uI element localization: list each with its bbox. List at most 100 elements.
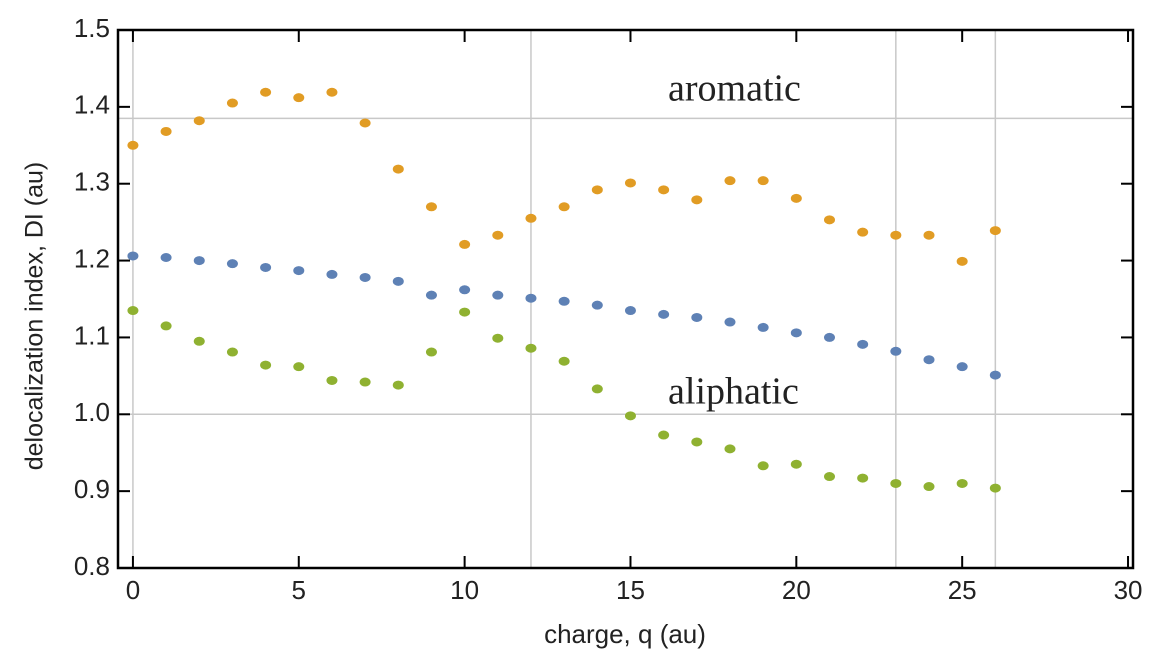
data-point <box>956 478 968 488</box>
data-point <box>823 472 835 482</box>
data-point <box>326 87 338 97</box>
data-point <box>558 296 570 306</box>
data-point <box>658 309 670 319</box>
data-point <box>525 213 537 223</box>
data-point <box>691 437 703 447</box>
data-point <box>724 176 736 186</box>
data-point <box>260 360 272 370</box>
data-point <box>226 259 238 269</box>
data-point <box>326 375 338 385</box>
data-point <box>459 307 471 317</box>
data-point <box>193 256 205 266</box>
data-point <box>193 336 205 346</box>
y-tick-label: 1.5 <box>74 13 110 43</box>
y-tick-label: 0.9 <box>74 474 110 504</box>
data-point <box>459 239 471 249</box>
data-point <box>260 262 272 272</box>
annotation: aromatic <box>668 68 801 110</box>
data-point <box>193 116 205 126</box>
y-tick-label: 1.3 <box>74 167 110 197</box>
data-point <box>226 347 238 357</box>
data-point <box>359 272 371 282</box>
y-tick-label: 1.1 <box>74 320 110 350</box>
data-point <box>591 300 603 310</box>
data-point <box>757 176 769 186</box>
data-point <box>691 312 703 322</box>
y-tick-label: 1.4 <box>74 90 110 120</box>
data-point <box>724 444 736 454</box>
data-point <box>326 269 338 279</box>
data-point <box>293 93 305 103</box>
data-point <box>989 483 1001 493</box>
data-point <box>558 202 570 212</box>
data-point <box>890 478 902 488</box>
data-point <box>790 328 802 338</box>
data-point <box>989 370 1001 380</box>
data-point <box>260 87 272 97</box>
data-point <box>591 384 603 394</box>
data-point <box>989 226 1001 236</box>
annotation: aliphatic <box>668 371 799 413</box>
data-point <box>923 482 935 492</box>
data-point <box>226 98 238 108</box>
data-point <box>127 251 139 261</box>
data-point <box>293 266 305 276</box>
data-point <box>757 322 769 332</box>
data-point <box>624 178 636 188</box>
y-tick-label: 1.2 <box>74 243 110 273</box>
data-point <box>624 306 636 316</box>
data-point <box>160 126 172 136</box>
data-point <box>658 430 670 440</box>
data-point <box>724 317 736 327</box>
data-point <box>591 185 603 195</box>
x-tick-label: 10 <box>450 575 479 605</box>
x-tick-label: 25 <box>948 575 977 605</box>
data-point <box>492 333 504 343</box>
data-point <box>857 473 869 483</box>
data-point <box>492 290 504 300</box>
plot-frame <box>116 28 1135 570</box>
data-point <box>691 195 703 205</box>
data-point <box>558 356 570 366</box>
data-point <box>359 118 371 128</box>
data-point <box>127 306 139 316</box>
data-point <box>525 293 537 303</box>
x-tick-label: 30 <box>1114 575 1143 605</box>
data-point <box>160 252 172 262</box>
data-point <box>890 346 902 356</box>
x-tick-label: 5 <box>292 575 306 605</box>
data-point <box>890 230 902 240</box>
data-point <box>857 339 869 349</box>
y-tick-label: 1.0 <box>74 397 110 427</box>
data-point <box>956 256 968 266</box>
data-point <box>658 185 670 195</box>
data-point <box>492 230 504 240</box>
data-point <box>790 193 802 203</box>
data-point <box>757 461 769 471</box>
data-point <box>127 140 139 150</box>
y-tick-label: 0.8 <box>74 551 110 581</box>
data-point <box>923 230 935 240</box>
data-point <box>392 164 404 174</box>
data-point <box>425 347 437 357</box>
x-axis-label: charge, q (au) <box>544 619 706 649</box>
y-axis-label: delocalization index, DI (au) <box>21 162 49 471</box>
data-point <box>525 343 537 353</box>
data-point <box>359 377 371 387</box>
data-point <box>857 227 869 237</box>
data-point <box>425 290 437 300</box>
data-point <box>823 215 835 225</box>
data-point <box>459 285 471 295</box>
data-point <box>923 355 935 365</box>
x-tick-label: 0 <box>126 575 140 605</box>
x-tick-label: 20 <box>782 575 811 605</box>
data-point <box>392 380 404 390</box>
data-point <box>956 362 968 372</box>
data-point <box>160 321 172 331</box>
data-point <box>425 202 437 212</box>
data-point <box>823 332 835 342</box>
x-tick-label: 15 <box>616 575 645 605</box>
data-point <box>624 411 636 421</box>
data-point <box>392 276 404 286</box>
